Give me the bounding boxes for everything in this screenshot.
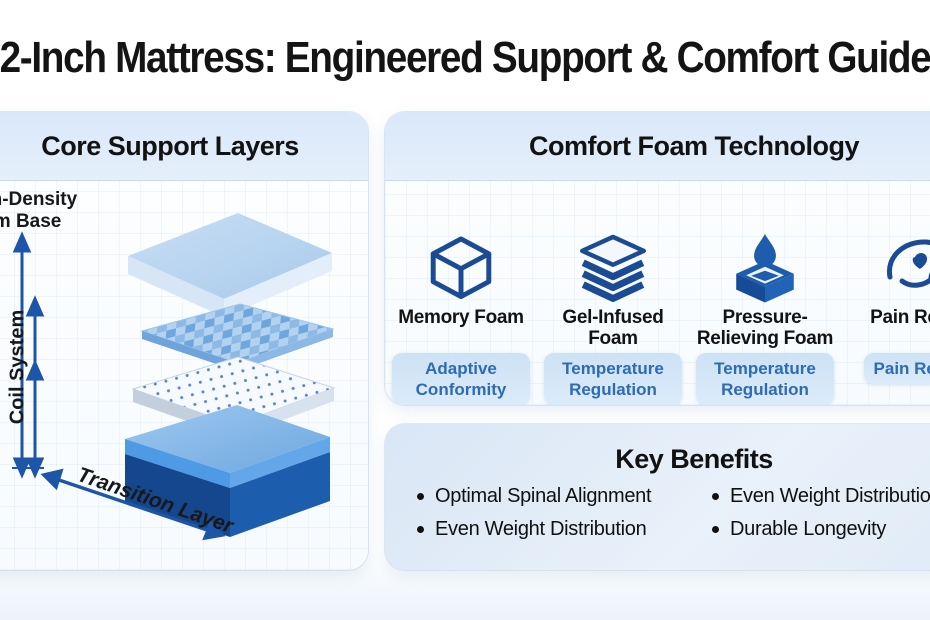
foam-label: Memory Foam (398, 306, 524, 328)
memory-foam-cube-icon (430, 236, 492, 300)
pressure-droplet-box-icon (736, 233, 794, 303)
core-support-layers-panel: Core Support Layers (0, 112, 368, 570)
comfort-foam-technology-panel: Comfort Foam Technology Memory Foam Adap… (385, 112, 930, 405)
page-title: 2-Inch Mattress: Engineered Support & Co… (0, 33, 930, 82)
key-benefits-box: Key Benefits Optimal Spinal Alignment Ev… (385, 424, 930, 570)
key-benefits-columns: Optimal Spinal Alignment Even Weight Dis… (385, 485, 930, 551)
benefit-item: Optimal Spinal Alignment (413, 485, 708, 508)
foam-benefit-badge: Temperature Regulation (696, 352, 834, 405)
benefit-item: Durable Longevity (708, 518, 930, 541)
key-benefits-column-right: Even Weight Distribution Durable Longevi… (708, 485, 930, 551)
benefit-item: Even Weight Distribution (413, 518, 708, 541)
foam-column-memory: Memory Foam Adaptive Conformity (385, 181, 537, 405)
foam-label: Pressure-Relieving Foam (696, 306, 834, 350)
foam-label: Gel-Infused Foam (562, 306, 664, 350)
mattress-layers-diagram: High-Density Foam Base Coil System Trans… (0, 181, 368, 570)
height-arrows (12, 231, 45, 479)
gel-layers-icon (579, 234, 647, 303)
right-panel-title: Comfort Foam Technology (529, 130, 860, 161)
exploded-mattress-layers-illustration (12, 213, 336, 541)
foam-benefit-badge: Adaptive Conformity (392, 352, 530, 405)
foam-column-pain-relief: Pain Relief Pain Relief (841, 181, 930, 405)
foam-base-label-line1: High-Density (0, 189, 78, 210)
comfort-layer-slab (128, 213, 332, 317)
left-panel-title: Core Support Layers (41, 130, 299, 161)
foam-column-pressure: Pressure-Relieving Foam Temperature Regu… (689, 181, 841, 405)
gel-grid-layer-sheet (140, 303, 335, 371)
pain-relief-icon (886, 239, 930, 288)
base-foam-slab (125, 405, 330, 537)
foam-label: Pain Relief (870, 307, 930, 328)
key-benefits-title: Key Benefits (615, 444, 773, 474)
left-panel-header: Core Support Layers (0, 112, 368, 181)
foam-benefit-badge: Temperature Regulation (544, 352, 682, 405)
right-panel-header: Comfort Foam Technology (385, 112, 930, 181)
benefit-item: Even Weight Distribution (708, 485, 930, 508)
key-benefits-column-left: Optimal Spinal Alignment Even Weight Dis… (413, 485, 708, 551)
foam-types-row: Memory Foam Adaptive Conformity Gel-Infu… (385, 181, 930, 405)
transition-layer-arrow (40, 468, 226, 541)
foam-base-label: High-Density Foam Base (0, 189, 77, 234)
foam-benefit-badge: Pain Relief (863, 353, 930, 385)
foam-column-gel: Gel-Infused Foam Temperature Regulation (537, 181, 689, 405)
foam-base-label-line2: Foam Base (0, 211, 62, 233)
coil-system-label: Coil System (6, 309, 29, 425)
